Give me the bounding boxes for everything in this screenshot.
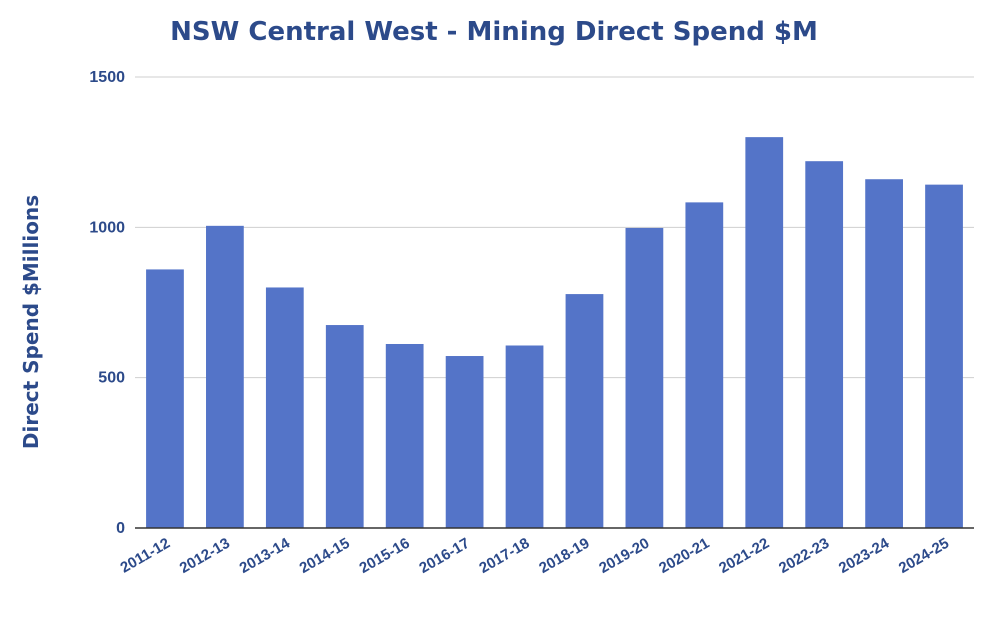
gridlines bbox=[135, 76, 974, 379]
bar-2015-16 bbox=[385, 343, 424, 528]
bars bbox=[146, 137, 963, 529]
bar-2023-24 bbox=[865, 179, 903, 528]
x-tick-label: 2012-13 bbox=[177, 535, 233, 577]
x-tick-label: 2018-19 bbox=[536, 535, 592, 577]
bar-2013-14 bbox=[265, 287, 304, 528]
y-axis-label: Direct Spend $Millions bbox=[19, 195, 43, 449]
y-tick-label: 1000 bbox=[89, 219, 125, 236]
bar-2018-19 bbox=[565, 294, 604, 528]
y-tick-label: 1500 bbox=[89, 69, 125, 86]
bar-2019-20 bbox=[625, 227, 664, 528]
chart-title: NSW Central West - Mining Direct Spend $… bbox=[170, 17, 818, 47]
x-axis-ticks: 2011-12 2012-13 2013-14 2014-15 2015-16 2016-… bbox=[117, 534, 952, 577]
bar-2024-25 bbox=[925, 184, 963, 528]
bar-2021-22 bbox=[745, 137, 784, 528]
x-tick-label: 2019-20 bbox=[596, 535, 652, 577]
x-tick-label: 2017-18 bbox=[476, 535, 532, 577]
y-tick-label: 500 bbox=[98, 370, 125, 387]
y-tick-label: 0 bbox=[116, 520, 125, 537]
bar-2012-13 bbox=[206, 225, 244, 528]
bar-2022-23 bbox=[805, 161, 844, 529]
x-tick-label: 2011-12 bbox=[117, 535, 172, 577]
x-tick-label: 2022-23 bbox=[776, 535, 832, 577]
bar-2014-15 bbox=[325, 325, 364, 528]
y-axis-ticks: 0 500 1000 1500 bbox=[89, 69, 125, 537]
bar-2016-17 bbox=[445, 356, 484, 528]
x-tick-label: 2013-14 bbox=[237, 534, 294, 577]
x-tick-label: 2015-16 bbox=[356, 535, 412, 577]
bar-2011-12 bbox=[146, 269, 184, 528]
bar-2020-21 bbox=[685, 202, 724, 529]
x-tick-label: 2016-17 bbox=[416, 535, 472, 577]
x-tick-label: 2024-25 bbox=[896, 535, 952, 577]
x-tick-label: 2020-21 bbox=[656, 535, 712, 577]
x-tick-label: 2023-24 bbox=[836, 534, 893, 577]
x-tick-label: 2014-15 bbox=[297, 535, 353, 577]
bar-2017-18 bbox=[505, 345, 544, 528]
x-tick-label: 2021-22 bbox=[716, 535, 772, 577]
